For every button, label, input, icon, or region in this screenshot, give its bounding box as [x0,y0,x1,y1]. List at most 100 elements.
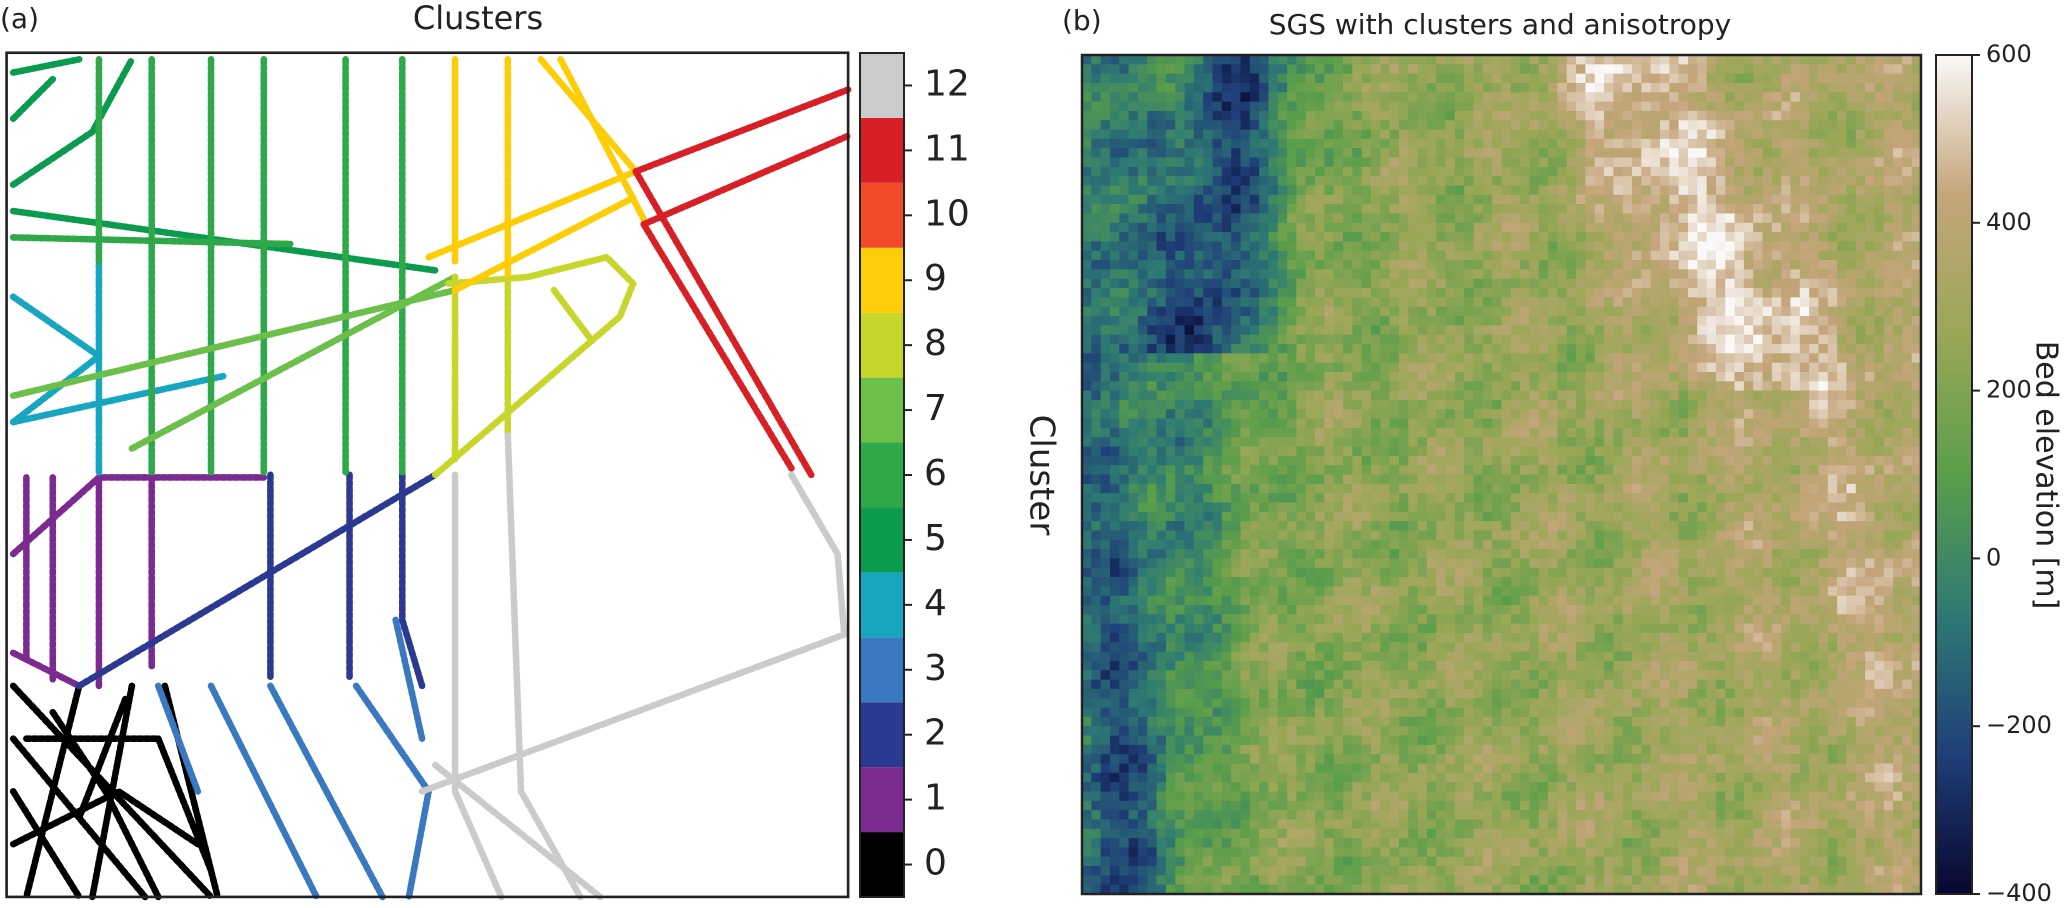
heat-cell [1538,399,1549,410]
heat-cell [1576,194,1586,205]
heat-cell [1287,55,1297,65]
heat-cell [1175,325,1185,336]
heat-cell [1725,204,1735,214]
heat-cell [1781,316,1791,326]
heat-cell [1566,241,1577,252]
heat-cell [1827,334,1838,345]
heat-cell [1659,530,1670,541]
heat-cell [1874,418,1885,429]
heat-cell [1156,157,1167,168]
heat-cell [1165,558,1176,569]
heat-cell [1818,241,1829,252]
heat-cell [1585,213,1596,224]
heat-cell [1268,334,1279,345]
heat-cell [1781,306,1791,317]
heat-cell [1100,483,1111,494]
heat-cell [1398,362,1409,373]
heat-cell [1706,399,1717,410]
heat-cell [1697,232,1707,242]
heat-cell [1725,278,1735,289]
heat-cell [1594,418,1605,429]
heat-cell [1883,101,1894,112]
heat-cell [1361,493,1372,503]
heat-cell [1510,176,1521,186]
heat-cell [1259,539,1269,550]
heat-cell [1548,343,1558,354]
heat-cell [1156,55,1167,65]
heat-cell [1594,362,1605,373]
heat-cell [1296,409,1307,419]
heat-cell [1203,539,1213,550]
heat-cell [1212,465,1223,475]
heat-cell [1557,437,1568,447]
heat-cell [1361,194,1372,205]
heat-cell [1240,176,1251,186]
heat-cell [1697,213,1707,224]
heat-cell [1277,222,1288,233]
heat-cell [1902,409,1913,419]
heat-cell [1809,465,1819,475]
heat-cell [1781,129,1791,140]
heat-cell [1650,325,1661,336]
heat-cell [1389,409,1400,419]
heat-cell [1538,390,1549,401]
heat-cell [1445,343,1456,354]
heat-cell [1911,418,1922,429]
heat-cell [1231,269,1241,280]
heat-cell [1137,222,1148,233]
heat-cell [1492,427,1502,438]
heat-cell [1799,455,1810,466]
heat-cell [1604,92,1614,103]
heat-cell [1482,92,1493,103]
heat-cell [1827,250,1838,261]
heat-cell [1203,521,1213,531]
heat-cell [1622,110,1633,121]
heat-cell [1398,260,1409,270]
heat-cell [1109,558,1120,569]
heat-cell [1361,418,1372,429]
heat-cell [1566,474,1577,485]
heat-cell [1659,157,1670,168]
heat-cell [1734,204,1745,214]
heat-cell [1212,353,1223,364]
heat-cell [1632,437,1642,447]
heat-cell [1287,148,1297,158]
heat-cell [1902,539,1913,550]
heat-cell [1426,474,1437,485]
heat-cell [1343,334,1353,345]
heat-cell [1604,306,1614,317]
heat-cell [1231,334,1241,345]
heat-cell [1883,185,1894,196]
heat-cell [1874,64,1885,75]
heat-cell [1641,148,1652,158]
heat-cell [1706,530,1717,541]
heat-cell [1762,110,1773,121]
heat-cell [1240,381,1251,391]
heat-cell [1510,381,1521,391]
heat-cell [1753,521,1763,531]
heat-cell [1324,157,1335,168]
heat-cell [1809,278,1819,289]
heat-cell [1520,176,1530,186]
heat-cell [1874,157,1885,168]
heat-cell [1641,334,1652,345]
heat-cell [1398,353,1409,364]
heat-cell [1799,446,1810,457]
heat-cell [1268,493,1279,503]
heat-cell [1464,101,1474,112]
heat-cell [1165,409,1176,419]
heat-cell [1231,297,1241,308]
heat-cell [1725,166,1735,177]
heat-cell [1725,427,1735,438]
heat-cell [1715,213,1726,224]
heat-cell [1650,390,1661,401]
heat-cell [1781,297,1791,308]
heat-cell [1119,427,1130,438]
heat-cell [1669,511,1680,522]
heat-cell [1632,427,1642,438]
heat-cell [1473,343,1484,354]
heat-cell [1734,110,1745,121]
heat-cell [1893,176,1903,186]
heat-cell [1147,334,1157,345]
heat-cell [1082,502,1092,513]
